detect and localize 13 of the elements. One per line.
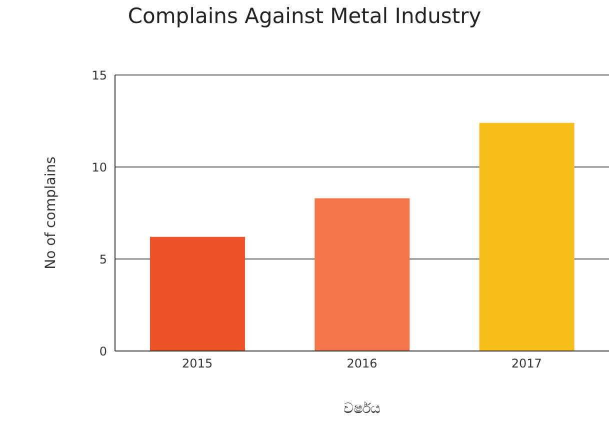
y-tick-label: 5: [99, 252, 107, 266]
x-tick-label: 2015: [182, 356, 213, 371]
chart-title: Complains Against Metal Industry: [126, 4, 482, 28]
y-tick-label: 10: [92, 160, 107, 174]
bar: [314, 198, 410, 351]
bar: [150, 236, 245, 351]
x-tick-label: 2016: [346, 356, 378, 371]
x-axis-title: වර්ෂය: [344, 401, 380, 417]
x-tick-label: 2017: [511, 356, 542, 371]
bar: [479, 122, 574, 351]
y-axis-title: No of complains: [42, 156, 59, 270]
y-tick-label: 0: [99, 344, 107, 358]
y-tick-label: 15: [92, 68, 107, 82]
